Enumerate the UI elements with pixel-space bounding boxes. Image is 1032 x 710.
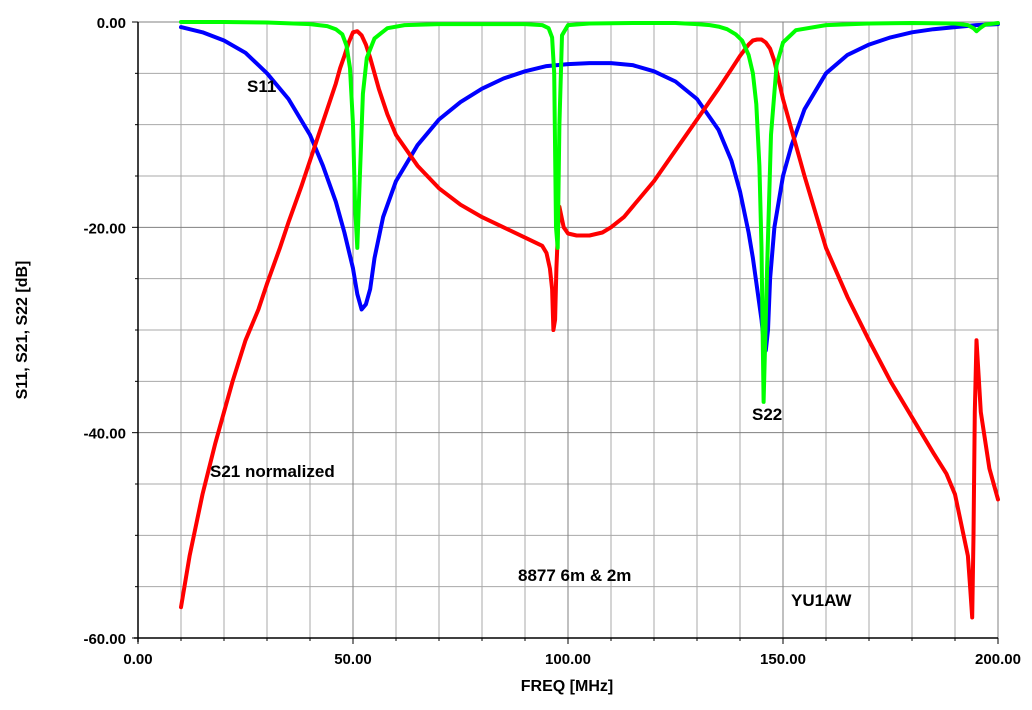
s21-line	[179, 29, 1000, 620]
y-tick-label: -20.00	[83, 220, 126, 237]
y-tick-label: -60.00	[83, 631, 126, 648]
s22-annotation: S22	[752, 405, 782, 424]
y-tick-label: -40.00	[83, 426, 126, 443]
x-tick-label: 50.00	[334, 651, 372, 668]
y-tick-label: 0.00	[97, 15, 126, 32]
x-tick-label: 0.00	[123, 651, 152, 668]
x-tick-label: 100.00	[545, 651, 591, 668]
s11-annotation: S11	[247, 77, 276, 96]
s22-line	[179, 20, 1000, 404]
tick-labels: 0.00 50.00 100.00 150.00 200.00 0.00 -20.00 -40…	[83, 15, 1020, 668]
series-lines	[179, 20, 1000, 620]
y-axis-label: S11, S21, S22 [dB]	[14, 261, 31, 400]
author-annotation: YU1AW	[791, 591, 852, 610]
x-tick-label: 200.00	[975, 651, 1021, 668]
s11-line	[179, 22, 1000, 353]
s21-annotation: S21 normalized	[210, 462, 335, 481]
x-tick-label: 150.00	[760, 651, 806, 668]
chart-title-annotation: 8877 6m & 2m	[518, 566, 631, 585]
axes	[132, 21, 999, 644]
x-axis-label: FREQ [MHz]	[521, 678, 613, 695]
